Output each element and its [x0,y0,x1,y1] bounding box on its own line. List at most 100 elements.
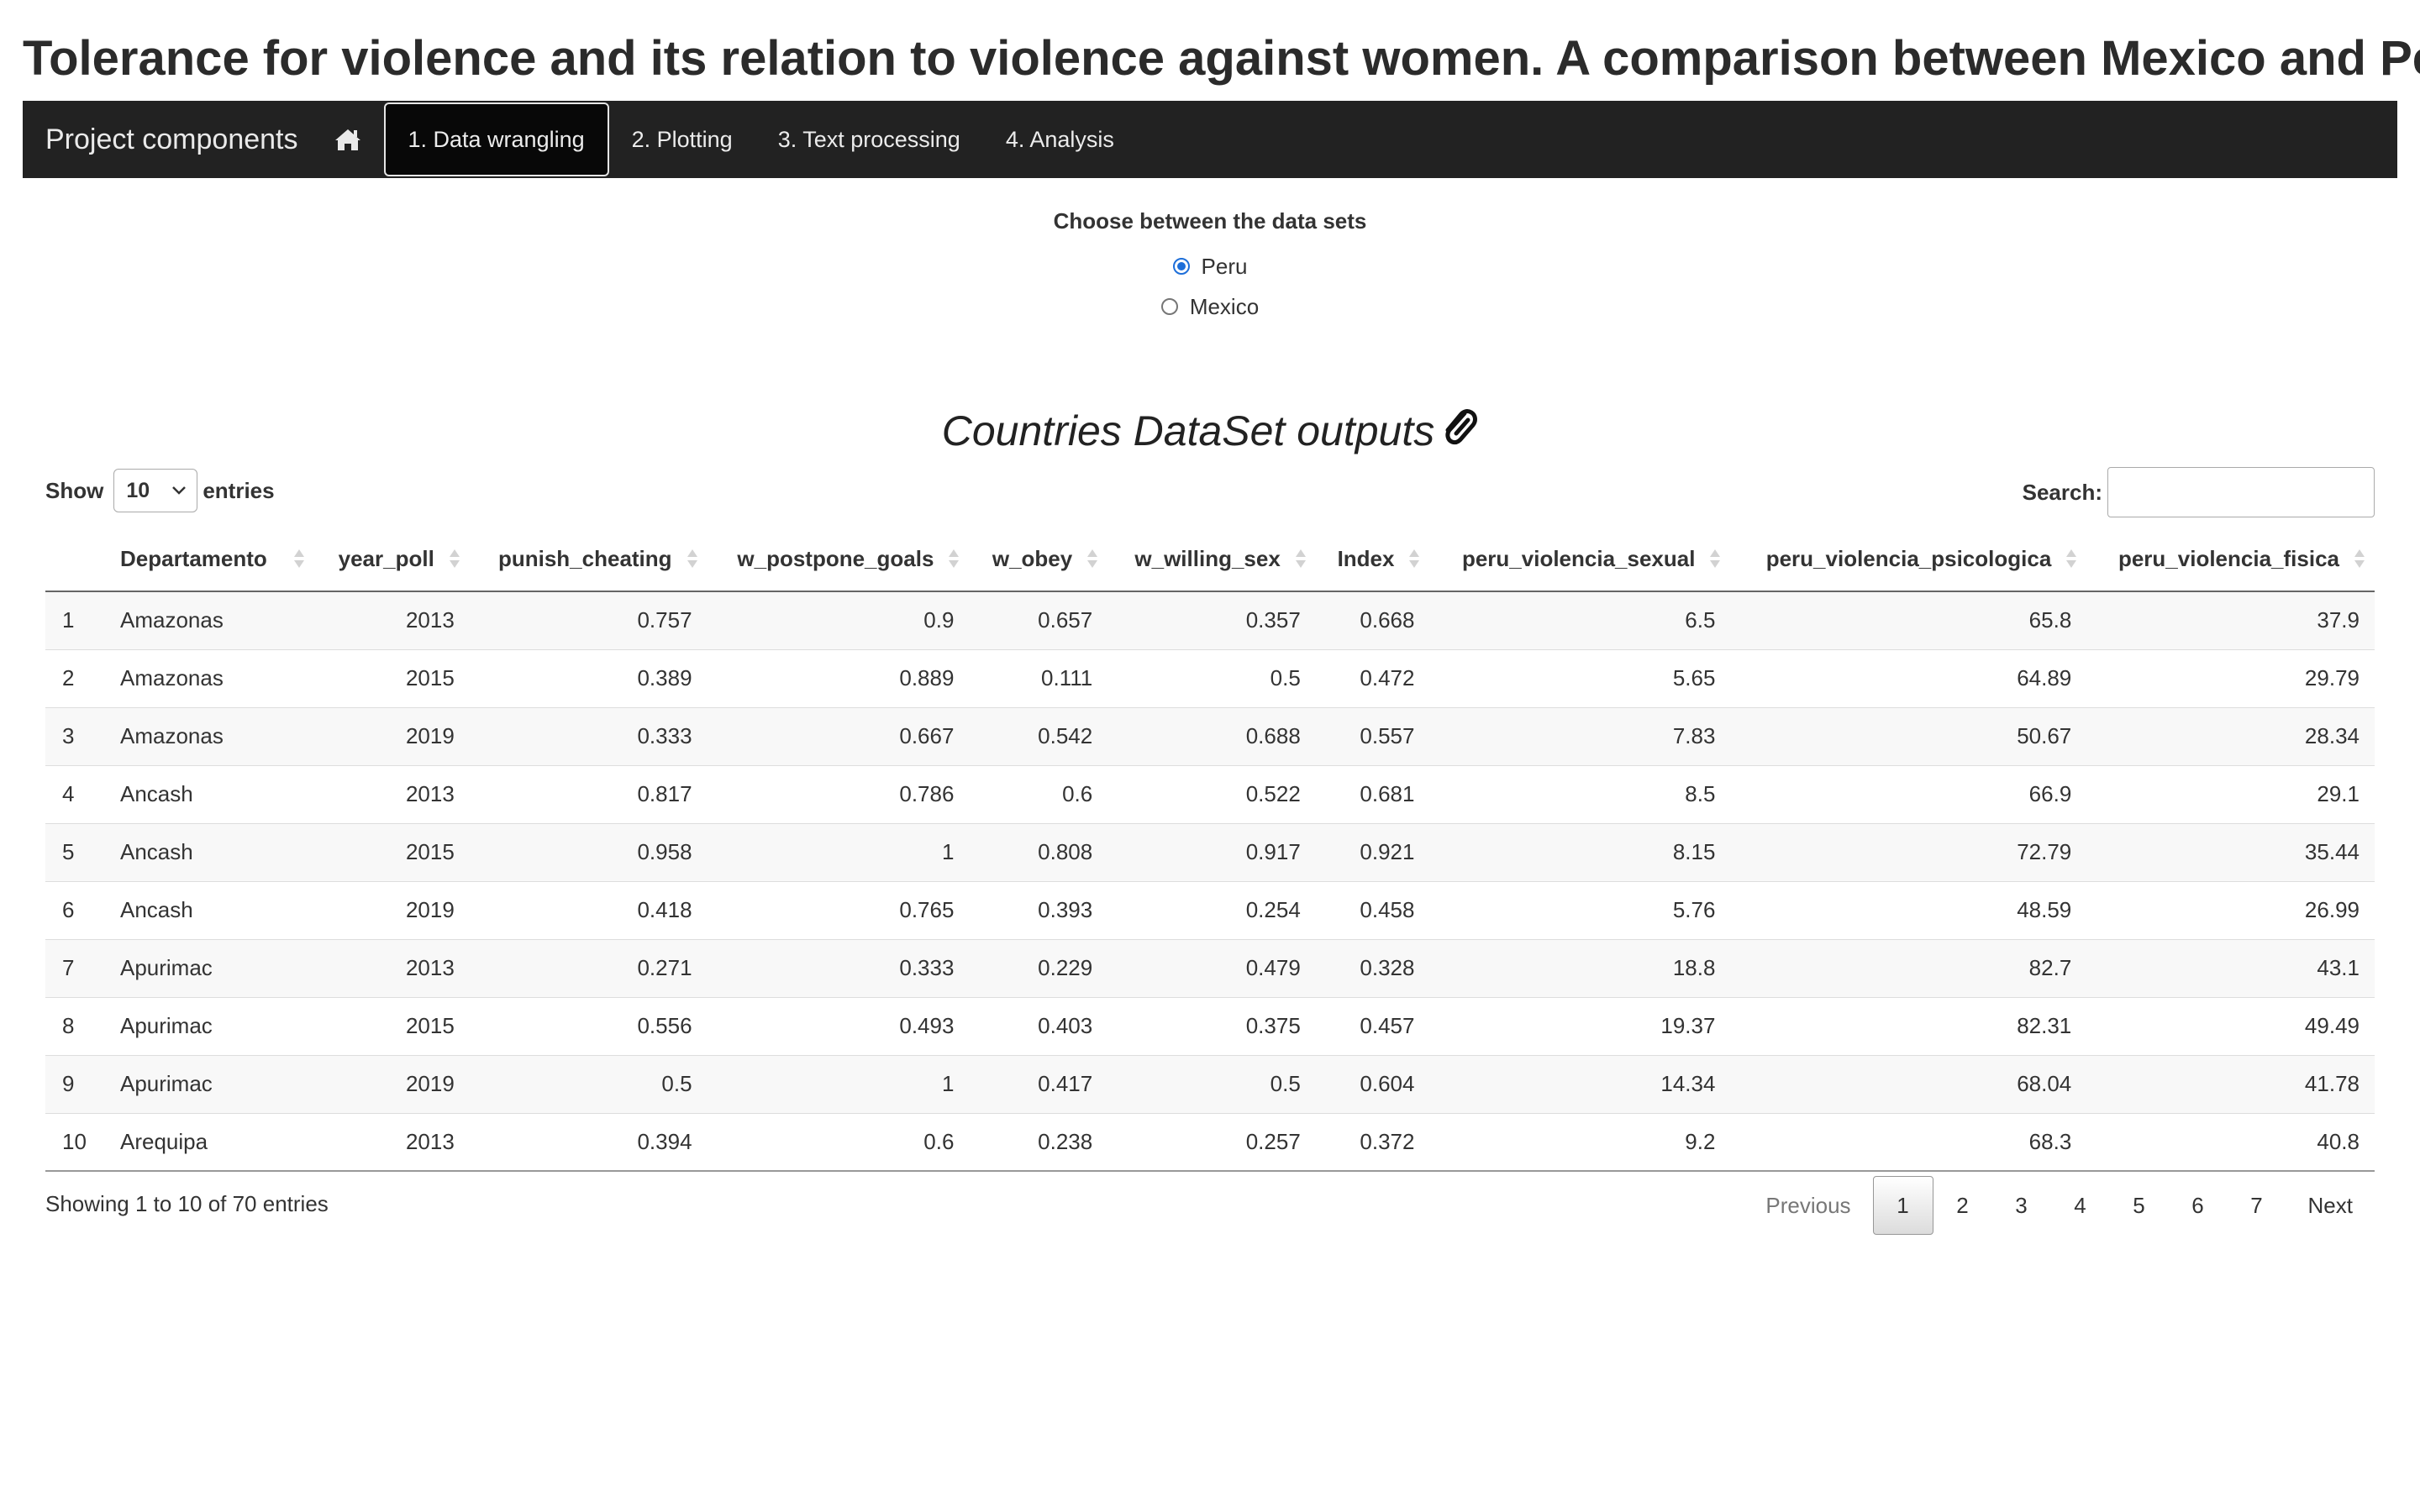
column-header-w-postpone-goals[interactable]: w_postpone_goals [707,528,970,592]
cell-w-postpone-goals: 1 [707,1054,970,1113]
cell-departamento: Ancash [104,764,315,823]
table-body: 1 Amazonas 2013 0.757 0.9 0.657 0.357 0.668 6.5 6… [45,591,2375,1172]
column-header-index[interactable] [45,528,105,592]
table-row[interactable]: 6 Ancash 2019 0.418 0.765 0.393 0.254 0.458 5.76… [45,880,2375,939]
sort-icon [2354,548,2365,571]
page-button-1[interactable]: 1 [1872,1176,1933,1235]
cell-departamento: Amazonas [104,591,315,649]
cell-w-willing-sex: 0.917 [1107,822,1316,881]
column-header-w-willing-sex[interactable]: w_willing_sex [1107,528,1316,592]
cell-w-obey: 0.393 [969,880,1108,939]
page-button-6[interactable]: 6 [2191,1192,2204,1218]
cell-year-poll: 2013 [314,764,470,823]
cell-departamento: Apurimac [104,996,315,1055]
previous-button[interactable]: Previous [1765,1192,1851,1218]
cell-peru-violencia-psicologica: 50.67 [1730,706,2087,765]
sort-icon [1087,548,1098,571]
entries-select-value: 10 [126,478,150,502]
column-header-punish-cheating[interactable]: punish_cheating [469,528,708,592]
column-header-year-poll[interactable]: year_poll [314,528,470,592]
cell-w-obey: 0.238 [969,1112,1108,1172]
table-row[interactable]: 10 Arequipa 2013 0.394 0.6 0.238 0.257 0.372 9.2… [45,1112,2375,1172]
column-header-index[interactable]: Index [1315,528,1430,592]
cell-peru-violencia-sexual: 8.5 [1429,764,1731,823]
table-row[interactable]: 7 Apurimac 2013 0.271 0.333 0.229 0.479 0.328 18… [45,938,2375,997]
page-button-7[interactable]: 7 [2250,1192,2263,1218]
tab-analysis[interactable]: 4. Analysis [1005,126,1114,152]
data-table: Departamento year_poll punish_cheating w_po… [45,528,2375,1172]
cell-peru-violencia-fisica: 28.34 [2086,706,2375,765]
table-row[interactable]: 8 Apurimac 2015 0.556 0.493 0.403 0.375 0.457 19… [45,996,2375,1055]
cell-w-obey: 0.657 [969,591,1108,649]
page-button-2[interactable]: 2 [1956,1192,1969,1218]
cell-peru-violencia-fisica: 43.1 [2086,938,2375,997]
tab-data-wrangling[interactable]: 1. Data wrangling [383,102,609,176]
cell-index: 0.921 [1315,822,1430,881]
cell-w-obey: 0.417 [969,1054,1108,1113]
cell-w-willing-sex: 0.357 [1107,591,1316,649]
cell-w-obey: 0.6 [969,764,1108,823]
row-index-cell: 8 [45,996,105,1055]
table-row[interactable]: 5 Ancash 2015 0.958 1 0.808 0.917 0.921 8.15 72.7… [45,822,2375,881]
page-title: Tolerance for violence and its relation … [23,31,2420,86]
next-button[interactable]: Next [2307,1192,2353,1218]
entries-select[interactable]: 10 [113,469,198,512]
column-header-departamento[interactable]: Departamento [104,528,315,592]
table-row[interactable]: 9 Apurimac 2019 0.5 1 0.417 0.5 0.604 14.34 68.04… [45,1054,2375,1113]
row-index-cell: 4 [45,764,105,823]
cell-punish-cheating: 0.389 [469,648,708,707]
home-tab[interactable] [325,101,371,178]
tab-plotting[interactable]: 2. Plotting [631,126,733,152]
column-header-peru-violencia-psicologica[interactable]: peru_violencia_psicologica [1730,528,2087,592]
cell-w-willing-sex: 0.375 [1107,996,1316,1055]
page-button-5[interactable]: 5 [2133,1192,2145,1218]
cell-peru-violencia-sexual: 6.5 [1429,591,1731,649]
sort-icon [2066,548,2077,571]
row-index-cell: 1 [45,591,105,649]
column-header-w-obey[interactable]: w_obey [969,528,1108,592]
radio-option-peru[interactable]: Peru [1172,246,1247,286]
search-input[interactable] [2107,467,2375,517]
table-row[interactable]: 1 Amazonas 2013 0.757 0.9 0.657 0.357 0.668 6.5 6… [45,591,2375,649]
navbar-brand[interactable]: Project components [45,123,298,155]
cell-w-willing-sex: 0.479 [1107,938,1316,997]
table-row[interactable]: 4 Ancash 2013 0.817 0.786 0.6 0.522 0.681 8.5 66.… [45,764,2375,823]
column-header-peru-violencia-fisica[interactable]: peru_violencia_fisica [2086,528,2375,592]
cell-w-postpone-goals: 0.667 [707,706,970,765]
cell-w-postpone-goals: 0.9 [707,591,970,649]
tab-text-processing[interactable]: 3. Text processing [777,126,960,152]
sort-icon [1710,548,1721,571]
cell-peru-violencia-psicologica: 82.7 [1730,938,2087,997]
cell-index: 0.328 [1315,938,1430,997]
page-button-4[interactable]: 4 [2074,1192,2086,1218]
sort-icon [949,548,960,571]
page-button-3[interactable]: 3 [2015,1192,2028,1218]
cell-peru-violencia-sexual: 5.76 [1429,880,1731,939]
paperclip-icon [1439,405,1478,464]
cell-w-postpone-goals: 1 [707,822,970,881]
cell-year-poll: 2019 [314,1054,470,1113]
column-header-peru-violencia-sexual[interactable]: peru_violencia_sexual [1429,528,1731,592]
cell-w-postpone-goals: 0.493 [707,996,970,1055]
radio-mexico[interactable] [1160,298,1178,315]
cell-w-postpone-goals: 0.6 [707,1112,970,1172]
table-row[interactable]: 2 Amazonas 2015 0.389 0.889 0.111 0.5 0.472 5.65… [45,648,2375,707]
cell-year-poll: 2015 [314,648,470,707]
length-control: Show 10 entries [45,469,275,512]
radio-peru[interactable] [1172,258,1190,275]
cell-w-postpone-goals: 0.786 [707,764,970,823]
cell-index: 0.458 [1315,880,1430,939]
cell-peru-violencia-fisica: 37.9 [2086,591,2375,649]
cell-peru-violencia-sexual: 19.37 [1429,996,1731,1055]
show-label: Show [45,477,104,503]
cell-peru-violencia-fisica: 29.79 [2086,648,2375,707]
cell-punish-cheating: 0.271 [469,938,708,997]
cell-w-postpone-goals: 0.889 [707,648,970,707]
cell-w-willing-sex: 0.5 [1107,648,1316,707]
radio-option-mexico[interactable]: Mexico [1160,286,1259,327]
cell-departamento: Arequipa [104,1112,315,1172]
sort-icon [1295,548,1306,571]
cell-year-poll: 2015 [314,996,470,1055]
table-row[interactable]: 3 Amazonas 2019 0.333 0.667 0.542 0.688 0.557 7.… [45,706,2375,765]
